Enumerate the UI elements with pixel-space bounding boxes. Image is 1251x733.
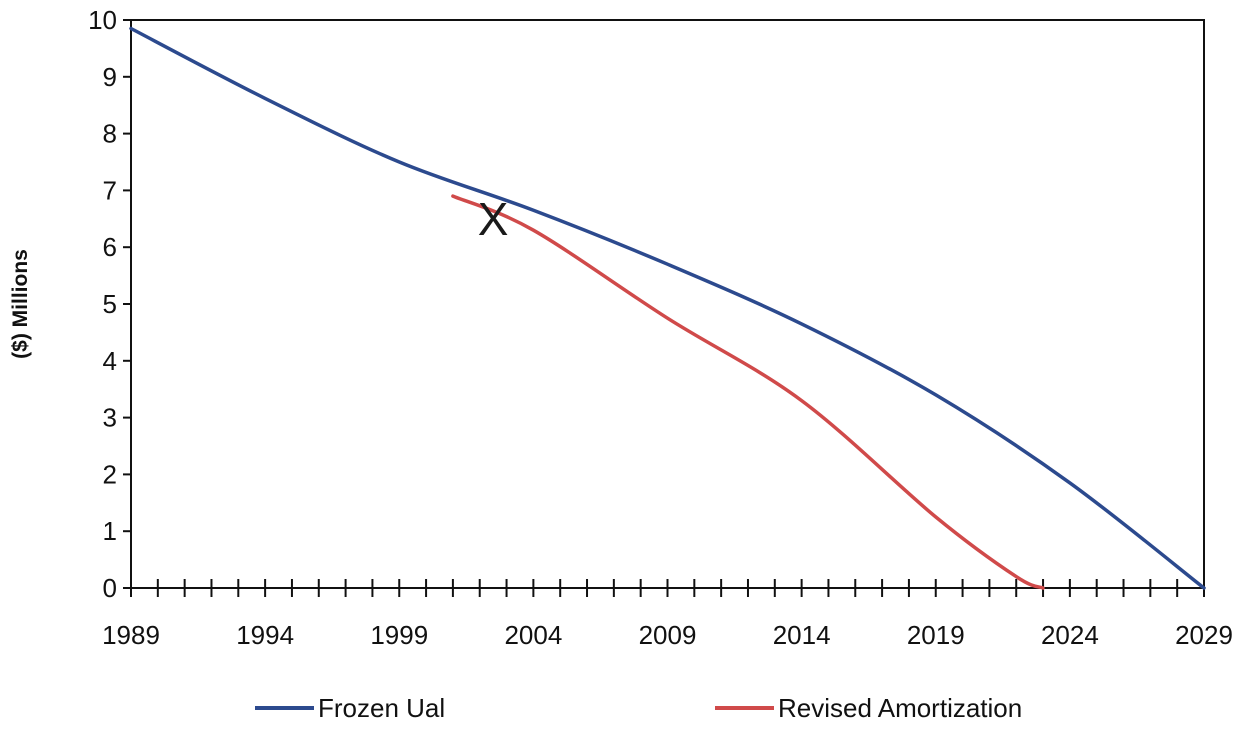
- y-tick-label: 10: [88, 5, 117, 35]
- x-tick-label: 2024: [1041, 620, 1099, 650]
- x-tick-label: 1989: [102, 620, 160, 650]
- y-tick-label: 6: [103, 232, 117, 262]
- legend-label-0: Frozen Ual: [318, 693, 445, 723]
- x-tick-label: 1999: [370, 620, 428, 650]
- series-layer: [129, 26, 1206, 590]
- series-line-1: [451, 194, 1045, 590]
- annotation-x-mark: X: [478, 193, 509, 245]
- axis-ticks: 0 1 2 3 4 5 6 7 8 9 10 1989 1994 1999 2004 2009 2014 2019…: [88, 5, 1233, 650]
- annotations: X: [478, 193, 509, 245]
- x-tick-label: 2019: [907, 620, 965, 650]
- y-tick-label: 8: [103, 119, 117, 149]
- y-tick-label: 5: [103, 289, 117, 319]
- y-tick-label: 1: [103, 516, 117, 546]
- y-tick-label: 2: [103, 459, 117, 489]
- y-tick-label: 3: [103, 403, 117, 433]
- x-tick-label: 2014: [773, 620, 831, 650]
- legend: Frozen Ual Revised Amortization: [255, 693, 1022, 723]
- x-tick-label: 2029: [1175, 620, 1233, 650]
- series-line-0: [129, 26, 1206, 590]
- plot-frame: [130, 19, 1205, 589]
- x-tick-label: 1994: [236, 620, 294, 650]
- y-tick-label: 0: [103, 573, 117, 603]
- x-tick-label: 2009: [639, 620, 697, 650]
- legend-label-1: Revised Amortization: [778, 693, 1022, 723]
- y-axis-label: ($) Millions: [9, 249, 32, 359]
- y-tick-label: 7: [103, 175, 117, 205]
- y-tick-label: 9: [103, 62, 117, 92]
- y-tick-label: 4: [103, 346, 117, 376]
- x-tick-label: 2004: [504, 620, 562, 650]
